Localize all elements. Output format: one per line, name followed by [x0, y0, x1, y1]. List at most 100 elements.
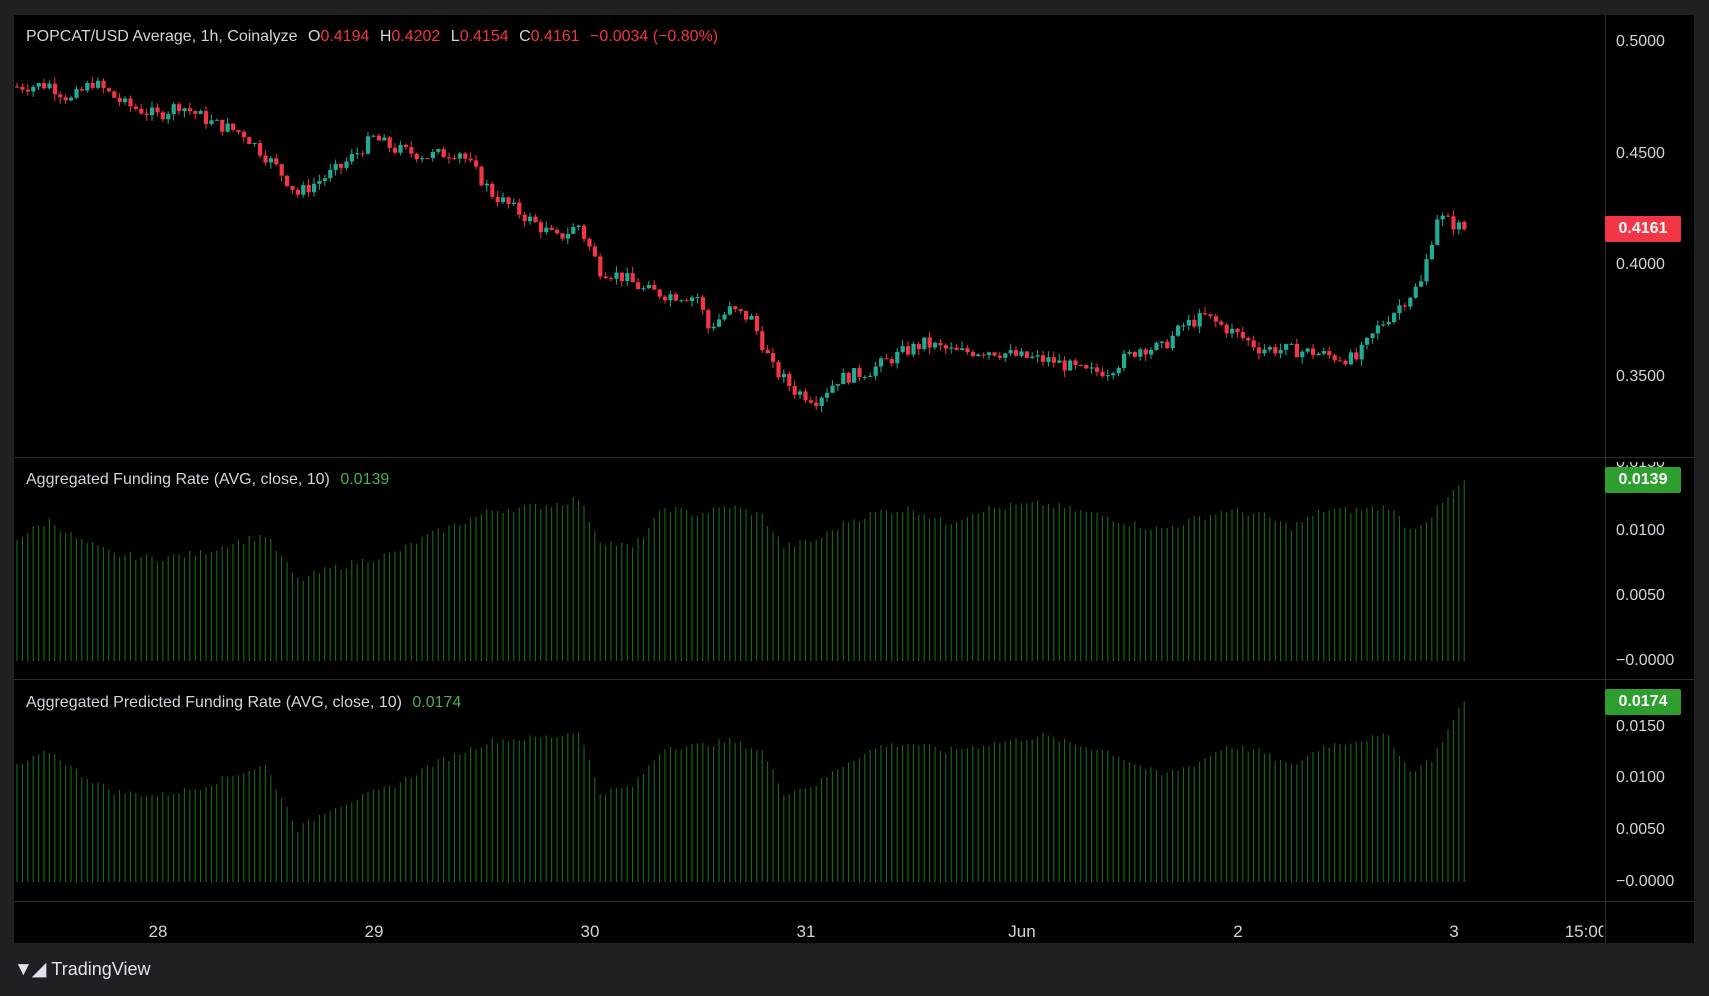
candle-body [123, 98, 128, 102]
candle-body [360, 153, 365, 155]
candle-body [754, 315, 759, 332]
candle-body [830, 385, 835, 393]
candle-body [954, 347, 959, 350]
candle-body [479, 166, 484, 186]
candle-body [1451, 216, 1456, 230]
candle-body [387, 137, 392, 148]
candle-body [1181, 325, 1186, 327]
funding-legend[interactable]: Aggregated Funding Rate (AVG, close, 10)… [26, 471, 395, 489]
candle-body [1203, 313, 1208, 315]
candle-body [582, 225, 587, 239]
candle-body [652, 285, 657, 290]
candle-body [609, 278, 614, 280]
pane-separator-1[interactable] [14, 457, 1694, 458]
candle-body [1267, 347, 1272, 350]
candle-body [1386, 322, 1391, 325]
candle-body [96, 80, 101, 88]
predicted-legend[interactable]: Aggregated Predicted Funding Rate (AVG, … [26, 694, 467, 712]
candle-body [484, 183, 489, 186]
candle-body [290, 186, 295, 190]
funding-badge: 0.0139 [1605, 467, 1681, 493]
candle-body [328, 169, 333, 179]
candle-body [495, 196, 500, 203]
candle-body [1132, 351, 1137, 357]
candle-body [322, 178, 327, 182]
candle-body [576, 225, 581, 227]
candle-body [1289, 343, 1294, 345]
candle-body [403, 144, 408, 148]
candle-body [1262, 349, 1267, 354]
symbol-label[interactable]: POPCAT/USD Average, 1h, Coinalyze [26, 28, 298, 45]
candle-body [160, 112, 165, 120]
candle-body [636, 282, 641, 290]
candle-body [1143, 349, 1148, 355]
predicted-legend-name[interactable]: Aggregated Predicted Funding Rate (AVG, … [26, 694, 402, 711]
candle-body [393, 147, 398, 153]
open-value: 0.4194 [320, 28, 370, 45]
candle-body [312, 183, 317, 193]
candle-body [1435, 219, 1440, 245]
candle-body [1284, 344, 1289, 350]
candle-body [792, 385, 797, 395]
candle-body [441, 149, 446, 158]
candle-body [803, 391, 808, 401]
price-tick: 0.4000 [1616, 256, 1665, 273]
predicted-tick: 0.0150 [1616, 718, 1665, 735]
candle-body [835, 384, 840, 386]
candle-body [1186, 319, 1191, 326]
candle-body [765, 349, 770, 354]
candle-body [101, 80, 106, 89]
funding-legend-name[interactable]: Aggregated Funding Rate (AVG, close, 10) [26, 471, 330, 488]
candle-body [1311, 348, 1316, 356]
time-tick: 3 [1449, 922, 1459, 941]
tradingview-brand[interactable]: ▼◢ TradingView [14, 958, 150, 981]
candle-body [787, 373, 792, 386]
candle-body [1424, 259, 1429, 282]
candle-body [204, 111, 209, 125]
pane-separator-2[interactable] [14, 679, 1694, 680]
candle-body [1365, 337, 1370, 345]
time-tick: 15:00 [1564, 922, 1608, 941]
candle-body [733, 306, 738, 310]
candle-body [679, 300, 684, 302]
candle-body [916, 343, 921, 350]
candle-body [1446, 215, 1451, 217]
candle-body [528, 216, 533, 222]
candle-body [193, 111, 198, 114]
candle-body [1230, 328, 1235, 334]
candle-body [279, 164, 284, 176]
candle-body [538, 222, 543, 233]
candle-body [1138, 349, 1143, 357]
candle-body [873, 366, 878, 376]
candle-body [879, 358, 884, 367]
candle-body [1440, 215, 1445, 220]
candle-body [1170, 335, 1175, 349]
candle-body [544, 227, 549, 233]
predicted-badge: 0.0174 [1605, 689, 1681, 715]
price-tick: 0.3500 [1616, 368, 1665, 385]
candle-body [614, 272, 619, 279]
candle-body [717, 319, 722, 327]
candle-body [285, 175, 290, 187]
candle-body [1003, 353, 1008, 358]
candle-body [852, 368, 857, 383]
candle-body [209, 120, 214, 125]
candle-body [587, 238, 592, 247]
candle-body [922, 337, 927, 350]
candle-body [1035, 355, 1040, 357]
candle-body [36, 83, 41, 87]
candle-body [166, 113, 171, 120]
candle-body [20, 86, 25, 90]
candle-body [79, 89, 84, 91]
candle-body [1235, 328, 1240, 333]
candle-body [949, 347, 954, 349]
candle-body [139, 108, 144, 114]
candle-body [447, 157, 452, 159]
candle-body [468, 158, 473, 161]
candle-body [133, 106, 138, 109]
price-legend[interactable]: POPCAT/USD Average, 1h, Coinalyze O0.419… [26, 28, 724, 46]
candle-body [906, 346, 911, 355]
candle-body [560, 233, 565, 239]
candle-body [258, 143, 263, 156]
